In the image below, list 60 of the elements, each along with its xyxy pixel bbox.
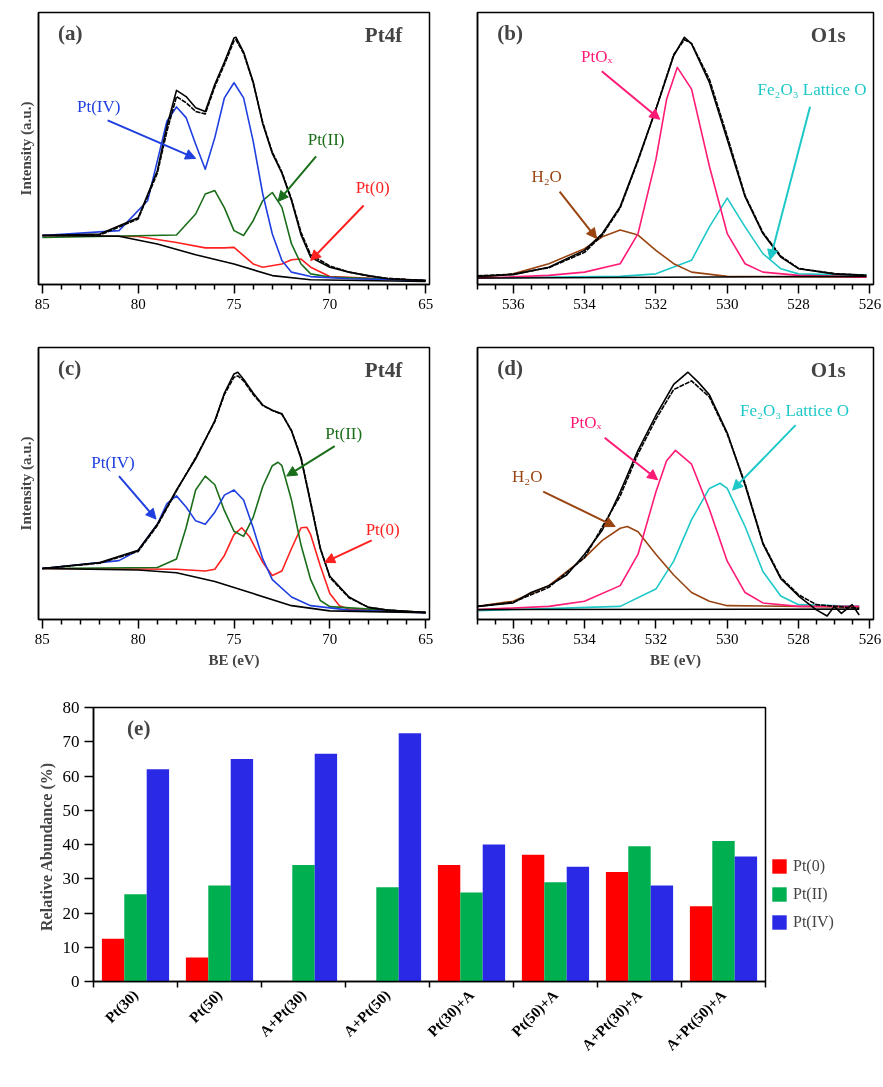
chart-subtitle: O1s <box>810 22 846 47</box>
legend-label: Pt(0) <box>793 857 825 875</box>
x-tick-label: 75 <box>226 630 242 647</box>
annotation: Fe₂O₃ Lattice O <box>757 80 867 100</box>
x-tick-label: 536 <box>501 630 525 647</box>
x-tick-label: 65 <box>418 295 434 312</box>
chart-title: (c) <box>58 355 82 380</box>
y-axis-title: Relative Abundance (%) <box>37 762 56 931</box>
x-tick-label: 534 <box>573 295 597 312</box>
annotation: H₂O <box>531 167 562 187</box>
chart-title: (b) <box>497 20 523 45</box>
annotation: H₂O <box>511 467 543 487</box>
x-tick-label: 532 <box>644 630 668 647</box>
x-tick-label: 85 <box>34 295 50 312</box>
y-tick-label: 10 <box>62 937 80 957</box>
annotation: Pt(IV) <box>91 452 135 472</box>
chart-subtitle: O1s <box>810 357 846 382</box>
x-tick-label: 70 <box>322 630 338 647</box>
x-tick-label: 85 <box>34 630 50 647</box>
x-tick-label: 536 <box>501 295 525 312</box>
x-tick-label: 530 <box>715 630 739 647</box>
chart-title: (a) <box>58 20 83 45</box>
y-tick-label: 0 <box>71 972 80 991</box>
annotation: Pt(II) <box>307 129 345 149</box>
x-tick-label: 526 <box>858 295 882 312</box>
x-tick-label: 530 <box>715 295 739 312</box>
legend-label: Pt(II) <box>793 885 828 903</box>
chart-title: (e) <box>127 715 151 740</box>
chart-subtitle: Pt4f <box>364 357 404 382</box>
annotation: PtOₓ <box>569 413 602 433</box>
x-tick-label: 65 <box>418 630 434 647</box>
chart-subtitle: Pt4f <box>364 22 404 47</box>
x-tick-label: 80 <box>130 630 146 647</box>
annotation: Pt(IV) <box>76 96 121 116</box>
y-axis-title: Intensity (a.u.) <box>17 101 35 196</box>
x-tick-label: 70 <box>322 295 338 312</box>
y-tick-label: 40 <box>62 835 80 854</box>
y-tick-label: 70 <box>62 732 80 752</box>
legend-label: Pt(IV) <box>793 913 834 931</box>
x-tick-label: 75 <box>226 295 242 312</box>
y-tick-label: 20 <box>62 903 80 923</box>
annotation: PtOₓ <box>581 46 613 66</box>
x-tick-label: 534 <box>573 630 597 647</box>
y-axis-title: Intensity (a.u.) <box>17 436 35 531</box>
x-tick-label: 80 <box>130 295 146 312</box>
y-tick-label: 60 <box>62 766 80 786</box>
x-axis-title: BE (eV) <box>649 651 702 669</box>
annotation: Fe₂O₃ Lattice O <box>740 400 850 420</box>
x-tick-label: 528 <box>787 295 810 312</box>
x-tick-label: 532 <box>644 295 668 312</box>
annotation: Pt(0) <box>355 178 390 198</box>
x-tick-label: 528 <box>787 630 810 647</box>
x-axis-title: BE (eV) <box>208 651 260 669</box>
annotation: Pt(II) <box>325 423 363 443</box>
x-tick-label: 526 <box>858 630 882 647</box>
y-tick-label: 80 <box>62 698 80 717</box>
chart-title: (d) <box>497 355 523 380</box>
annotation: Pt(0) <box>365 519 400 539</box>
y-tick-label: 30 <box>62 869 80 889</box>
y-tick-label: 50 <box>62 800 80 820</box>
